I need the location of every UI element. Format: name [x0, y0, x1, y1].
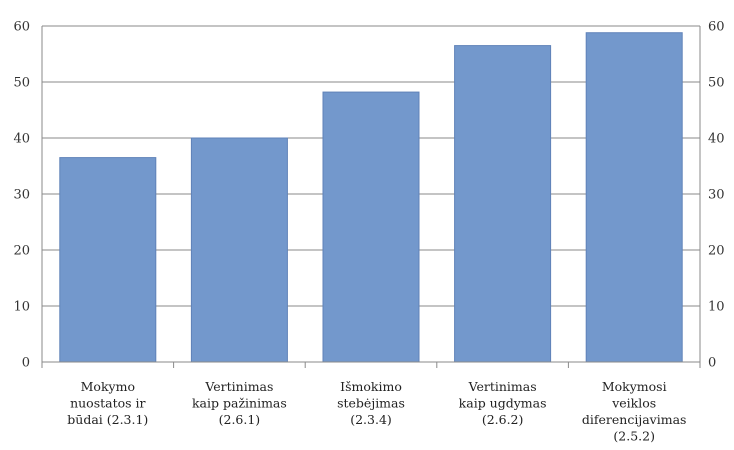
- y-tick-right-0: 0: [708, 356, 716, 371]
- plot-frame: [41, 25, 701, 363]
- bar-1: [59, 157, 157, 363]
- y-tick-right-40: 40: [708, 132, 725, 147]
- y-tick-left-30: 30: [13, 188, 30, 203]
- y-tick-right-30: 30: [708, 188, 725, 203]
- y-tick-left-20: 20: [13, 244, 30, 259]
- bar-2: [190, 137, 288, 363]
- y-tick-left-50: 50: [13, 76, 30, 91]
- y-tick-right-50: 50: [708, 76, 725, 91]
- category-labels: Mokymo nuostatos ir būdai (2.3.1) Vertinima…: [67, 379, 686, 444]
- category-label-5: Mokymosi veiklos diferencijavimas (2.5.2): [582, 379, 687, 444]
- category-label-4: Vertinimas kaip ugdymas (2.6.2): [459, 379, 547, 427]
- y-tick-left-10: 10: [13, 300, 30, 315]
- y-axis-left: 0 10 20 30 40 50 60: [13, 20, 30, 371]
- bar-4: [454, 45, 552, 363]
- y-tick-right-10: 10: [708, 300, 725, 315]
- bar-layer: [59, 32, 683, 363]
- x-axis: [41, 362, 701, 368]
- category-label-1: Mokymo nuostatos ir būdai (2.3.1): [67, 379, 148, 427]
- y-tick-left-0: 0: [22, 356, 30, 371]
- category-label-3: Išmokimo stebėjimas (2.3.4): [337, 379, 405, 427]
- category-label-2: Vertinimas kaip pažinimas (2.6.1): [192, 379, 287, 427]
- bar-5: [585, 32, 683, 363]
- bar-3: [322, 91, 420, 363]
- y-tick-left-40: 40: [13, 132, 30, 147]
- y-axis-right: 0 10 20 30 40 50 60: [708, 20, 725, 371]
- y-tick-right-60: 60: [708, 20, 725, 35]
- y-tick-left-60: 60: [13, 20, 30, 35]
- y-tick-right-20: 20: [708, 244, 725, 259]
